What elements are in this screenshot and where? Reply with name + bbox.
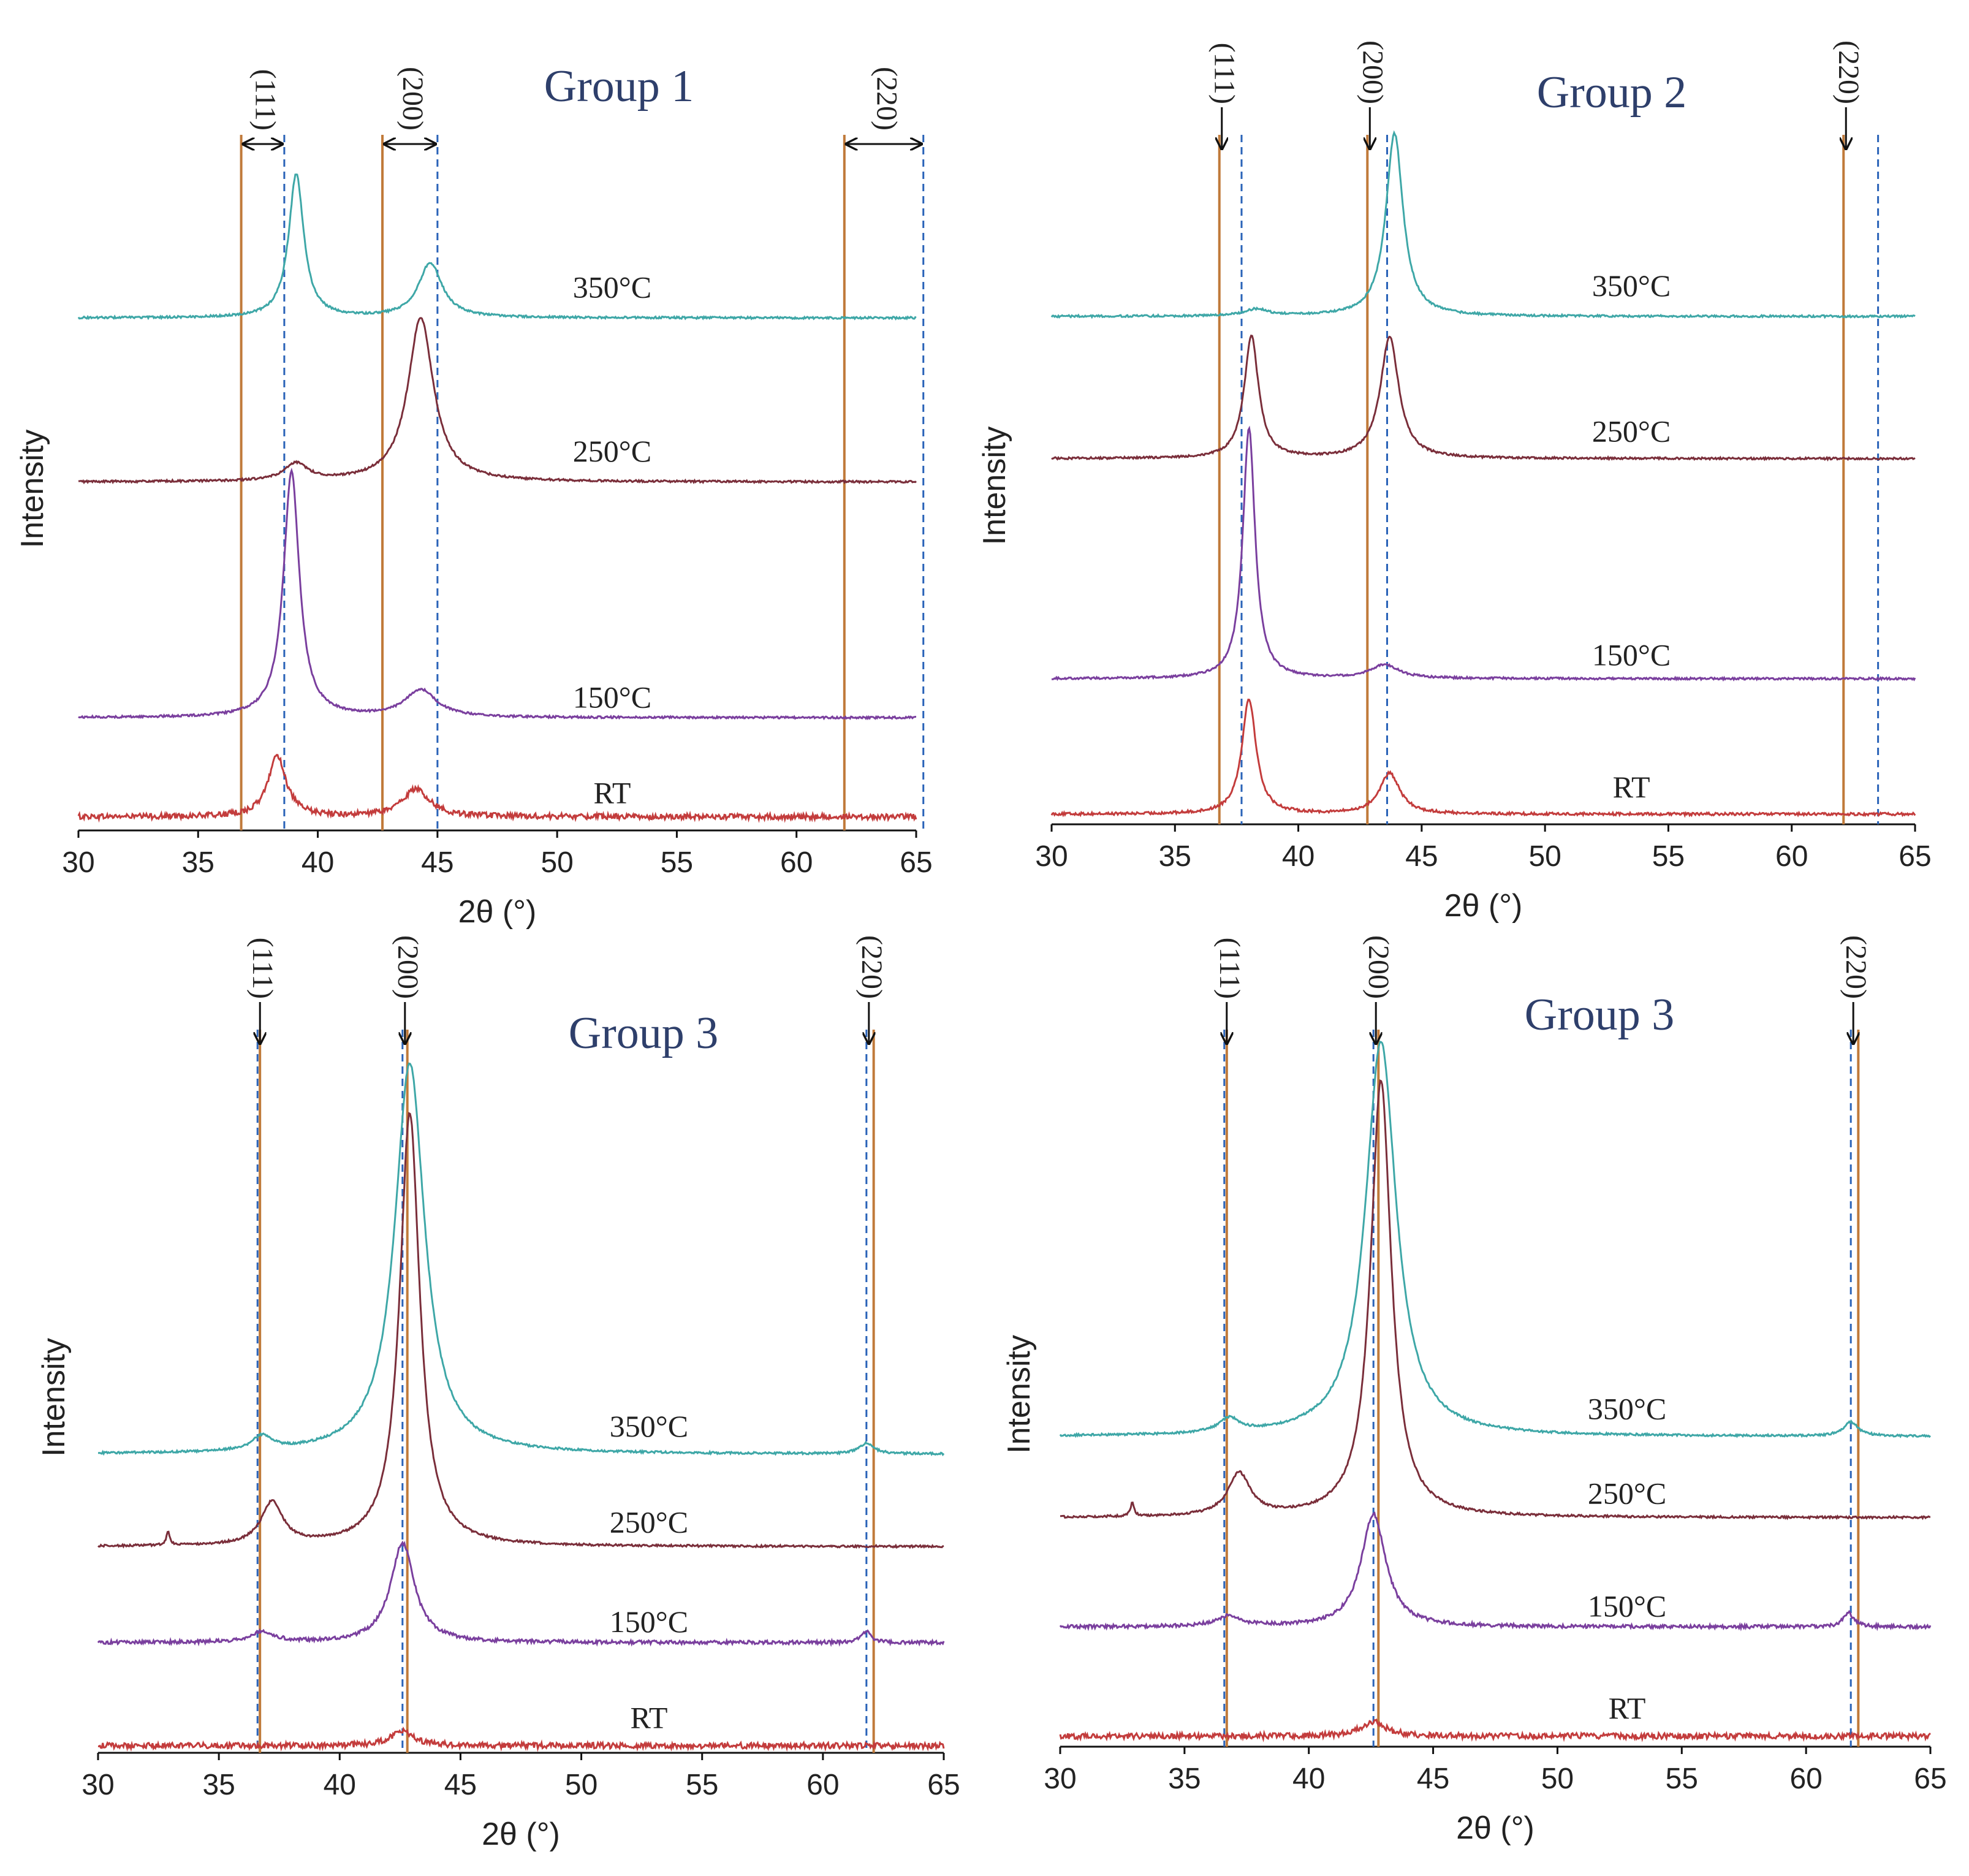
series-label: 150°C	[1592, 637, 1671, 672]
series-250-curve	[97, 1112, 944, 1549]
series-250-curve	[1051, 334, 1916, 461]
hkl-label: (220)	[1832, 40, 1865, 104]
y-axis-title: Intensity	[977, 427, 1012, 545]
series-350-curve	[98, 1062, 945, 1457]
series-label: RT	[1613, 770, 1650, 804]
x-tick-label: 45	[444, 1769, 477, 1801]
hkl-label: (220)	[1840, 935, 1872, 999]
x-tick-label: 55	[1652, 840, 1685, 873]
series-150-curve	[78, 467, 917, 721]
series-label: 150°C	[1588, 1589, 1666, 1623]
x-tick-label: 60	[1789, 1763, 1822, 1795]
x-tick-label: 30	[1044, 1763, 1076, 1795]
x-tick-label: 60	[1775, 840, 1808, 873]
x-tick-label: 50	[541, 846, 573, 879]
series-350-curve	[77, 173, 917, 321]
series-label: 350°C	[573, 270, 651, 304]
group-title: Group 3	[569, 1008, 719, 1058]
hkl-label: (200)	[392, 935, 424, 999]
x-axis-title: 2θ (°)	[482, 1817, 560, 1852]
x-tick-label: 40	[324, 1769, 356, 1801]
x-tick-label: 40	[1282, 840, 1315, 873]
x-tick-label: 35	[182, 846, 214, 879]
series-label: RT	[631, 1700, 668, 1734]
series-label: RT	[1609, 1691, 1646, 1725]
series-RT-curve	[77, 754, 917, 823]
group-title: Group 3	[1525, 990, 1675, 1040]
x-tick-label: 45	[1417, 1763, 1449, 1795]
x-tick-label: 65	[1899, 840, 1931, 873]
x-tick-label: 35	[1159, 840, 1191, 873]
series-150-curve	[1051, 425, 1916, 682]
series-150-curve	[97, 1540, 945, 1647]
hkl-label: (111)	[249, 69, 282, 131]
y-axis-title: Intensity	[1001, 1335, 1037, 1454]
series-RT-curve	[1050, 698, 1916, 818]
series-RT-curve	[97, 1726, 945, 1752]
hkl-label: (220)	[856, 935, 888, 999]
series-label: 250°C	[1592, 414, 1671, 449]
x-tick-label: 65	[900, 846, 932, 879]
hkl-label: (111)	[246, 938, 279, 999]
series-label: RT	[594, 775, 631, 810]
series-label: 250°C	[1588, 1476, 1666, 1510]
x-tick-label: 50	[1528, 840, 1561, 873]
series-label: 250°C	[573, 434, 651, 468]
series-label: 150°C	[573, 680, 651, 714]
y-axis-title: Intensity	[15, 430, 50, 549]
hkl-label: (111)	[1213, 938, 1246, 999]
x-tick-label: 35	[1168, 1763, 1201, 1795]
series-label: 150°C	[610, 1604, 688, 1639]
x-axis-title: 2θ (°)	[458, 894, 537, 930]
x-tick-label: 40	[302, 846, 334, 879]
hkl-label: (220)	[870, 67, 903, 131]
series-label: 250°C	[610, 1505, 688, 1539]
series-250-curve	[78, 317, 917, 485]
hkl-label: (200)	[1362, 935, 1395, 999]
hkl-label: (200)	[396, 67, 429, 131]
series-250-curve	[1060, 1079, 1930, 1521]
panel-4: 30 35 40 45 50 55 60 65 2θ (°) Intensity Group 3 (1…	[1001, 935, 1947, 1846]
panel-3: 30 35 40 45 50 55 60 65 2θ (°) Intensity Group 3 (1…	[36, 935, 960, 1852]
x-tick-label: 50	[1541, 1763, 1574, 1795]
panel-1: 30 35 40 45 50 55 60 65 2θ (°) Intensity Group 1 (1…	[15, 61, 933, 930]
hkl-label: (111)	[1208, 43, 1241, 104]
x-tick-label: 30	[1035, 840, 1068, 873]
x-tick-label: 65	[1914, 1763, 1946, 1795]
x-tick-label: 65	[927, 1769, 960, 1801]
series-350-curve	[1059, 1041, 1931, 1438]
hkl-label: (200)	[1356, 40, 1389, 104]
x-tick-label: 60	[780, 846, 813, 879]
group-title: Group 1	[544, 61, 694, 112]
x-tick-label: 30	[82, 1769, 114, 1801]
series-label: 350°C	[1588, 1391, 1666, 1426]
x-tick-label: 55	[1666, 1763, 1698, 1795]
group-title: Group 2	[1537, 67, 1687, 118]
panel-2: 30 35 40 45 50 55 60 65 2θ (°) Intensity Group 2 (1…	[977, 40, 1932, 924]
x-tick-label: 60	[806, 1769, 839, 1801]
x-tick-label: 55	[661, 846, 693, 879]
x-tick-label: 40	[1292, 1763, 1325, 1795]
series-RT-curve	[1059, 1718, 1931, 1742]
series-label: 350°C	[1592, 268, 1671, 303]
x-tick-label: 45	[421, 846, 453, 879]
x-tick-label: 55	[686, 1769, 718, 1801]
x-axis-title: 2θ (°)	[1456, 1810, 1535, 1846]
y-axis-title: Intensity	[36, 1338, 72, 1457]
x-tick-label: 35	[202, 1769, 235, 1801]
x-tick-label: 50	[565, 1769, 598, 1801]
x-axis-title: 2θ (°)	[1444, 888, 1523, 924]
series-label: 350°C	[610, 1409, 688, 1443]
series-150-curve	[1059, 1511, 1932, 1631]
x-tick-label: 30	[62, 846, 94, 879]
series-350-curve	[1050, 130, 1916, 319]
x-tick-label: 45	[1405, 840, 1438, 873]
